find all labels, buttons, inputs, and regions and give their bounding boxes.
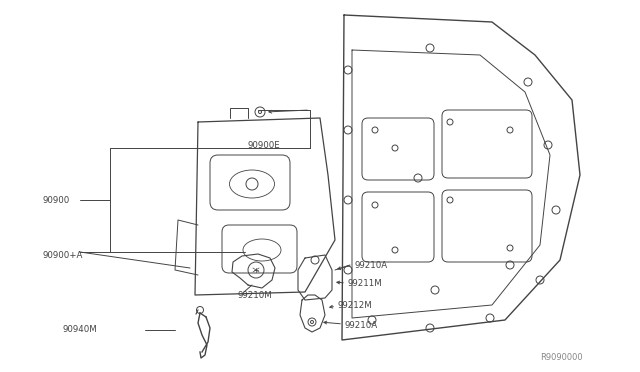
Text: 99210M: 99210M [238, 291, 273, 299]
Text: 99210A: 99210A [345, 321, 378, 330]
Text: 90940M: 90940M [62, 326, 97, 334]
Text: 90900E: 90900E [248, 141, 281, 150]
Text: 90900+A: 90900+A [42, 250, 83, 260]
Text: R9090000: R9090000 [540, 353, 582, 362]
Text: 99211M: 99211M [348, 279, 383, 288]
Text: 99210A: 99210A [355, 260, 388, 269]
Text: 99212M: 99212M [338, 301, 372, 310]
Text: 90900: 90900 [42, 196, 69, 205]
